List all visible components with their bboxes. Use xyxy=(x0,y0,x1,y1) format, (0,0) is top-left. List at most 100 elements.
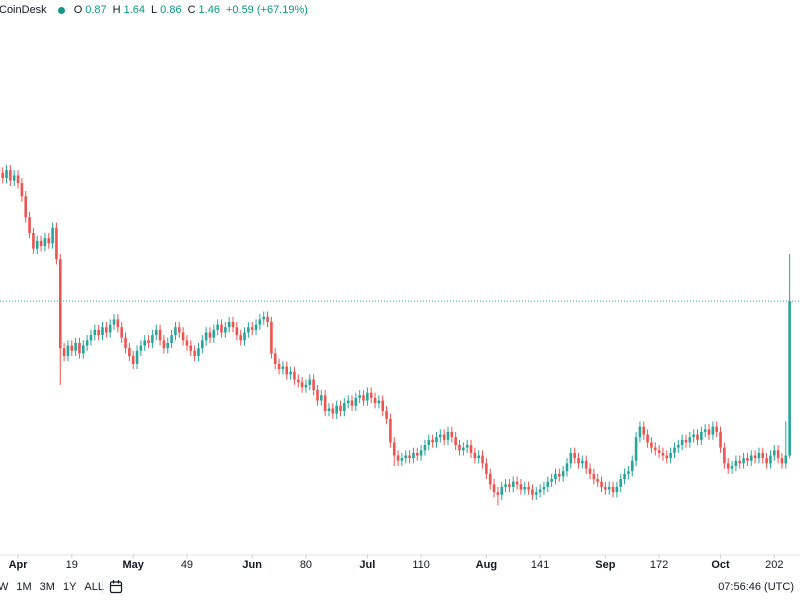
x-tick-label: Jul xyxy=(359,559,375,571)
candle-body xyxy=(273,353,277,364)
candle-body xyxy=(527,486,530,490)
candle-body xyxy=(615,486,619,493)
candle-body xyxy=(784,455,788,464)
candle-body xyxy=(239,335,242,341)
candle-body xyxy=(120,327,123,338)
x-tick-label: 80 xyxy=(300,559,312,571)
chart: Apr 19 May 49 Jun 80 Jul 110 Aug 141 Sep 172 Oct 202 xyxy=(0,164,800,571)
candle-body xyxy=(366,392,369,401)
candle-body xyxy=(581,460,584,464)
candle-body xyxy=(177,327,181,333)
candle-body xyxy=(408,455,411,459)
candle-body xyxy=(9,170,12,181)
candle-body xyxy=(85,340,89,346)
candle-body xyxy=(78,342,81,354)
candle-body xyxy=(477,455,480,459)
candle-body xyxy=(293,371,296,380)
candle-body xyxy=(519,484,523,490)
candle-body xyxy=(346,400,350,404)
candle-body xyxy=(135,350,139,364)
candle-body xyxy=(166,342,170,349)
candle-body xyxy=(270,322,273,354)
candle-body xyxy=(634,437,638,461)
candle-body xyxy=(139,345,143,351)
candle-body xyxy=(707,429,711,435)
candle-body xyxy=(542,486,546,490)
candle-body xyxy=(131,356,135,364)
candle-body xyxy=(588,468,592,474)
candle-body xyxy=(412,452,415,459)
candle-body xyxy=(89,335,93,341)
candle-body xyxy=(719,431,722,448)
candle-body xyxy=(596,479,599,482)
x-tick-label: Aug xyxy=(476,559,497,571)
range-button[interactable]: 1Y xyxy=(62,581,77,593)
candle-body xyxy=(730,465,734,469)
candle-body xyxy=(151,335,154,343)
range-button[interactable]: 1M xyxy=(16,581,32,593)
candle-body xyxy=(642,426,646,435)
candle-body xyxy=(124,337,127,349)
ohlc-value: 0.87 xyxy=(85,4,107,16)
candle-body xyxy=(500,486,504,495)
candle-body xyxy=(12,175,16,181)
candle-body xyxy=(143,340,147,346)
candle-body xyxy=(446,431,450,440)
candle-body xyxy=(170,335,173,343)
range-button[interactable]: W xyxy=(0,581,9,593)
candle-body xyxy=(465,445,469,448)
x-tick-label: 19 xyxy=(66,559,78,571)
candle-body xyxy=(377,400,381,404)
candle-body xyxy=(373,397,377,404)
candle-body xyxy=(385,411,388,419)
candle-body xyxy=(653,447,657,451)
candle-body xyxy=(738,460,742,464)
candle-body xyxy=(224,327,227,333)
candle-body xyxy=(1,172,4,179)
candle-body xyxy=(700,431,703,440)
candle-body xyxy=(723,447,726,464)
x-tick-label: Apr xyxy=(9,559,29,571)
candle-body xyxy=(657,450,661,453)
x-tick-label: 172 xyxy=(650,559,668,571)
candle-body xyxy=(235,327,239,336)
candle-body xyxy=(688,437,692,443)
ohlc-label: H xyxy=(112,4,121,16)
candle-body xyxy=(108,324,112,333)
change: +0.59 (+67.19%) xyxy=(225,4,308,16)
candle-body xyxy=(439,434,442,438)
candle-body xyxy=(623,473,626,480)
candle-body xyxy=(220,324,223,333)
candle-body xyxy=(565,463,569,472)
candle-body xyxy=(231,322,235,328)
candle-body xyxy=(550,479,553,482)
range-button[interactable]: 3M xyxy=(39,581,55,593)
candle-body xyxy=(488,473,492,485)
candle-body xyxy=(243,332,246,341)
candle-body xyxy=(569,452,573,464)
candle-body xyxy=(757,452,761,459)
candle-body xyxy=(216,324,219,330)
candle-body xyxy=(197,348,200,357)
candle-body xyxy=(254,324,258,330)
candle-body xyxy=(492,484,496,493)
candle-body xyxy=(105,327,108,333)
candle-body xyxy=(661,452,665,456)
range-button[interactable]: ALL xyxy=(84,581,104,593)
candle-body xyxy=(703,429,707,432)
candle-body xyxy=(423,445,427,451)
candle-body xyxy=(32,232,35,249)
candle-body xyxy=(669,452,672,459)
x-tick-label: 110 xyxy=(412,559,430,571)
x-tick-label: 49 xyxy=(181,559,193,571)
candle-body xyxy=(534,492,538,495)
candle-body xyxy=(546,481,550,487)
range-buttons: W 1M 3M 1Y ALL xyxy=(0,581,104,593)
x-tick-label: 202 xyxy=(765,559,783,571)
candle-body xyxy=(262,316,266,320)
calendar-icon[interactable] xyxy=(109,579,123,594)
candle-body xyxy=(316,390,319,401)
source: CoinDesk xyxy=(0,4,47,16)
candle-body xyxy=(162,340,166,349)
